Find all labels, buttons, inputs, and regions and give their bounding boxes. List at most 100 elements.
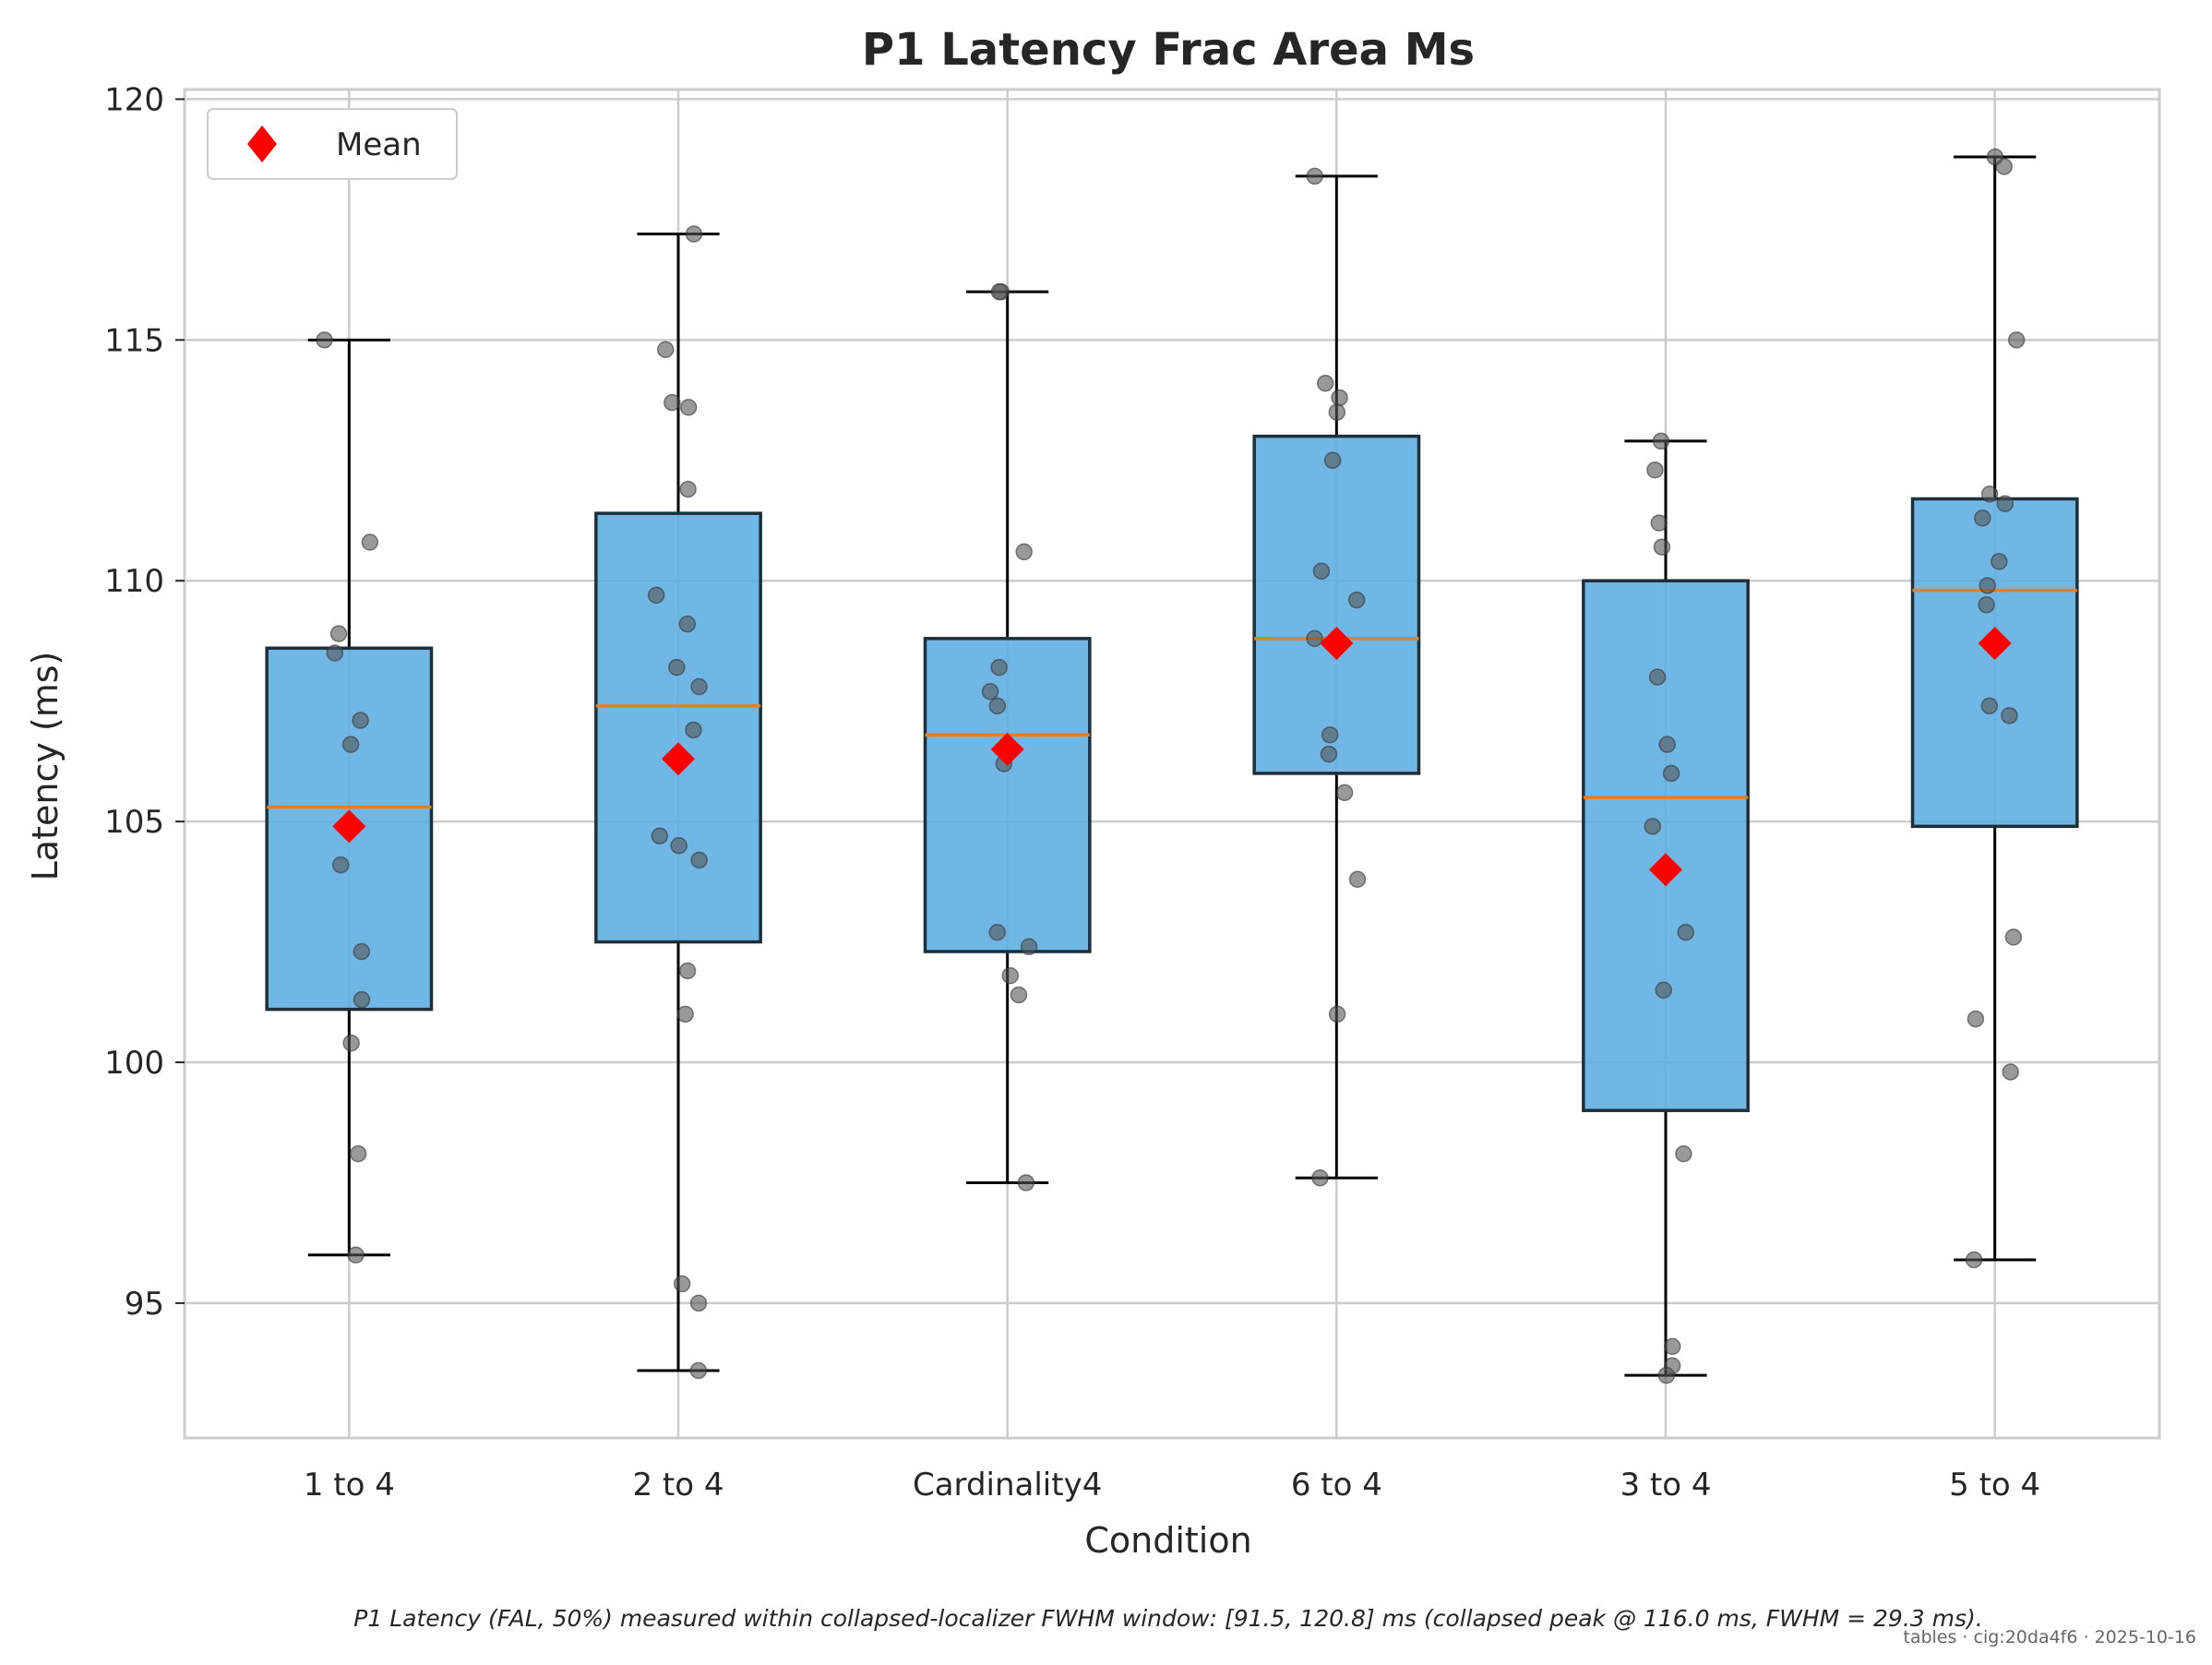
data-point [1311,1168,1329,1187]
y-tick-label: 100 [104,1045,164,1082]
box-iqr [1252,434,1421,775]
footer-meta: tables · cig:20da4f6 · 2025-10-16 [1903,1627,2196,1647]
data-point [656,341,675,359]
data-point [1323,451,1342,470]
box-group [1582,439,1750,1377]
data-point [316,331,333,349]
box-group [1252,174,1421,1180]
mean-marker [990,732,1024,766]
data-point [1657,1366,1676,1384]
data-point [679,399,698,416]
y-tick-label: 95 [125,1286,164,1323]
mean-marker [662,742,695,776]
data-point [1996,495,2015,512]
data-point [1995,158,2014,175]
data-point [1991,553,2008,570]
data-point [1312,562,1331,581]
data-point [1320,745,1338,763]
data-point [1662,764,1680,783]
data-point [678,615,697,633]
data-point [1967,1010,1985,1028]
y-tick-label: 105 [104,804,164,841]
data-point [689,1294,708,1312]
data-point [1652,432,1670,450]
data-point [1663,1337,1681,1356]
mean-markers [332,627,2012,887]
data-point [347,1246,365,1264]
data-point [1980,697,1999,715]
data-point [988,923,1006,941]
data-point [1335,784,1354,802]
box-group [594,233,762,1372]
data-point [353,942,371,961]
plot-area-frame [183,88,2161,1440]
data-point [2007,331,2026,349]
data-point [1978,596,1995,614]
data-point [1644,818,1661,835]
data-point [1965,1251,1983,1269]
data-point [326,644,344,662]
data-point [2004,928,2023,946]
x-tick-label: Cardinality4 [913,1467,1102,1503]
box-iqr [594,511,762,944]
data-point [988,697,1007,715]
data-point [1328,403,1346,421]
y-tick-label: 115 [104,322,164,359]
data-point [1017,1174,1035,1192]
data-point [1655,981,1672,999]
data-point [1316,375,1334,392]
data-point [651,827,669,845]
data-point [1328,1005,1346,1024]
data-point [1306,629,1323,648]
data-point [679,480,697,498]
data-point [670,836,688,855]
data-point [990,282,1009,301]
y-axis-label: Latency (ms) [25,652,66,881]
x-tick-label: 6 to 4 [1291,1467,1382,1503]
data-point [1646,461,1664,479]
data-point [690,677,708,696]
x-tick-label: 1 to 4 [304,1467,395,1503]
data-point [2001,707,2018,725]
data-point [352,712,369,729]
chart-title: P1 Latency Frac Area Ms [862,24,1475,76]
data-point [1348,870,1367,888]
box-group [1910,155,2079,1262]
legend-mean-diamond-icon [247,126,277,162]
data-point [1347,591,1366,609]
data-point [990,658,1008,677]
data-point [1675,1144,1692,1163]
data-points [316,148,2026,1384]
box-iqr [923,637,1092,953]
y-tick-label: 110 [104,563,164,600]
mean-marker [1978,627,2012,661]
x-axis-ticks: 1 to 4 2 to 4 Cardinality4 6 to 4 3 to 4 5 to… [304,1467,2040,1503]
data-point [1653,538,1671,556]
data-point [353,990,371,1009]
data-point [1306,167,1323,186]
x-axis-label: Condition [1084,1520,1251,1561]
box-iqr [1582,579,1750,1112]
data-point [1980,485,1999,503]
data-point [673,1275,691,1293]
figure-caption: P1 Latency (FAL, 50%) measured within co… [353,1605,1982,1632]
data-point [1010,986,1028,1004]
data-point [1001,966,1019,985]
data-point [1658,736,1676,753]
data-point [689,1361,708,1380]
data-point [361,533,379,551]
data-point [329,625,348,642]
data-point [331,856,350,874]
mean-marker [332,809,366,844]
data-point [690,851,708,869]
data-point [342,1034,360,1052]
data-point [668,658,686,677]
x-tick-label: 2 to 4 [632,1467,723,1503]
x-tick-label: 5 to 4 [1949,1467,2040,1503]
y-tick-label: 120 [104,81,164,118]
data-point [981,682,999,701]
legend: Mean [207,108,458,180]
x-tick-label: 3 to 4 [1620,1467,1711,1503]
y-axis-ticks: 95 100 105 110 115 120 [104,81,185,1323]
